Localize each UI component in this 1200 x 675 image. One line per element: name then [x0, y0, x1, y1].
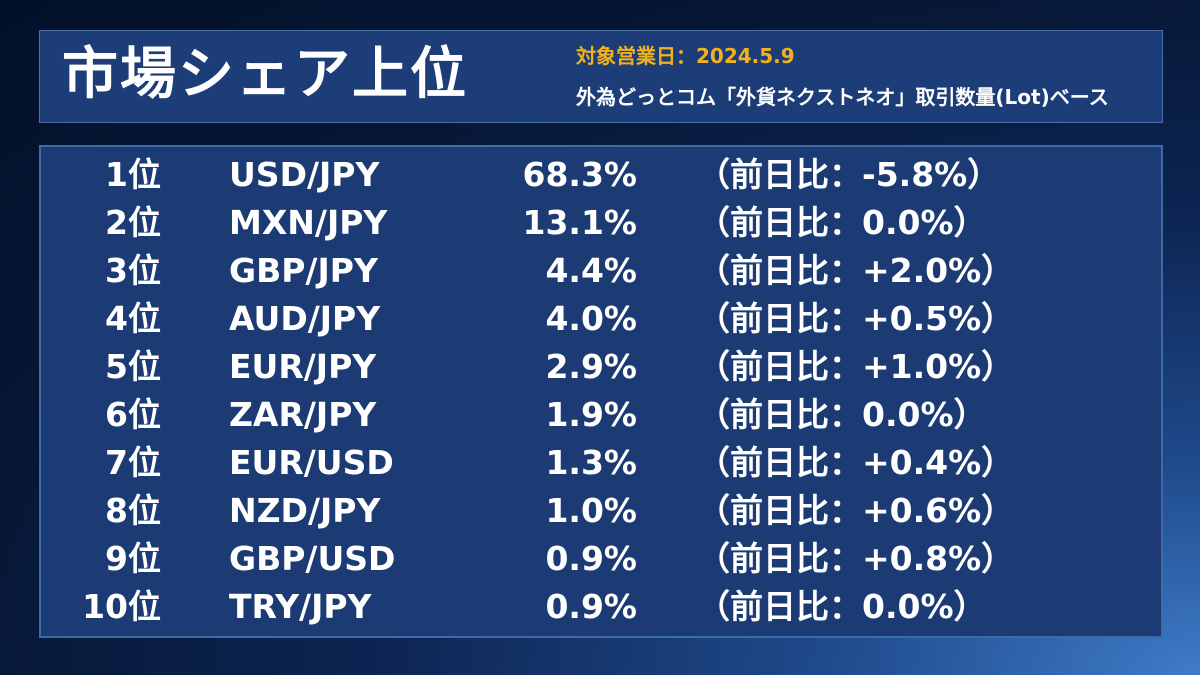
currency-pair: EUR/JPY	[229, 347, 377, 386]
day-over-day-change: （前日比：-5.8%）	[697, 155, 1001, 194]
market-share: 4.0%	[545, 299, 637, 338]
day-over-day-change: （前日比：+0.6%）	[697, 491, 1015, 530]
table-row: 2位 MXN/JPY 13.1% （前日比：0.0%）	[41, 200, 1161, 248]
ranking-table: 1位 USD/JPY 68.3% （前日比：-5.8%） 2位 MXN/JPY …	[39, 145, 1163, 638]
rank-label: 5位	[105, 347, 161, 386]
currency-pair: ZAR/JPY	[229, 395, 377, 434]
table-row: 10位 TRY/JPY 0.9% （前日比：0.0%）	[41, 584, 1161, 632]
currency-pair: MXN/JPY	[229, 203, 388, 242]
table-row: 3位 GBP/JPY 4.4% （前日比：+2.0%）	[41, 248, 1161, 296]
data-basis-subtitle: 外為どっとコム「外貨ネクストネオ」取引数量(Lot)ベース	[576, 85, 1109, 109]
day-over-day-change: （前日比：+0.8%）	[697, 539, 1015, 578]
rank-label: 7位	[105, 443, 161, 482]
day-over-day-change: （前日比：0.0%）	[697, 203, 987, 242]
page-title: 市場シェア上位	[62, 42, 468, 107]
table-row: 7位 EUR/USD 1.3% （前日比：+0.4%）	[41, 440, 1161, 488]
table-row: 9位 GBP/USD 0.9% （前日比：+0.8%）	[41, 536, 1161, 584]
day-over-day-change: （前日比：0.0%）	[697, 587, 987, 626]
rank-label: 4位	[105, 299, 161, 338]
rank-label: 8位	[105, 491, 161, 530]
currency-pair: USD/JPY	[229, 155, 380, 194]
rank-label: 10位	[82, 587, 161, 626]
currency-pair: GBP/JPY	[229, 251, 378, 290]
table-row: 5位 EUR/JPY 2.9% （前日比：+1.0%）	[41, 344, 1161, 392]
market-share: 1.0%	[545, 491, 637, 530]
table-row: 6位 ZAR/JPY 1.9% （前日比：0.0%）	[41, 392, 1161, 440]
table-row: 4位 AUD/JPY 4.0% （前日比：+0.5%）	[41, 296, 1161, 344]
market-share: 13.1%	[522, 203, 638, 242]
currency-pair: EUR/USD	[229, 443, 394, 482]
currency-pair: AUD/JPY	[229, 299, 381, 338]
currency-pair: NZD/JPY	[229, 491, 381, 530]
rank-label: 9位	[105, 539, 161, 578]
rank-label: 1位	[105, 155, 161, 194]
target-date: 対象営業日：2024.5.9	[576, 44, 795, 68]
day-over-day-change: （前日比：+2.0%）	[697, 251, 1015, 290]
table-row: 1位 USD/JPY 68.3% （前日比：-5.8%）	[41, 152, 1161, 200]
market-share: 68.3%	[522, 155, 638, 194]
market-share: 2.9%	[545, 347, 637, 386]
day-over-day-change: （前日比：+0.4%）	[697, 443, 1015, 482]
currency-pair: GBP/USD	[229, 539, 396, 578]
market-share: 0.9%	[545, 539, 637, 578]
rank-label: 2位	[105, 203, 161, 242]
market-share: 1.3%	[545, 443, 637, 482]
day-over-day-change: （前日比：0.0%）	[697, 395, 987, 434]
day-over-day-change: （前日比：+1.0%）	[697, 347, 1015, 386]
market-share: 0.9%	[545, 587, 637, 626]
day-over-day-change: （前日比：+0.5%）	[697, 299, 1015, 338]
market-share: 1.9%	[545, 395, 637, 434]
header-banner: 市場シェア上位 対象営業日：2024.5.9 外為どっとコム「外貨ネクストネオ」…	[39, 30, 1163, 123]
currency-pair: TRY/JPY	[229, 587, 372, 626]
rank-label: 6位	[105, 395, 161, 434]
rank-label: 3位	[105, 251, 161, 290]
market-share: 4.4%	[545, 251, 637, 290]
table-row: 8位 NZD/JPY 1.0% （前日比：+0.6%）	[41, 488, 1161, 536]
